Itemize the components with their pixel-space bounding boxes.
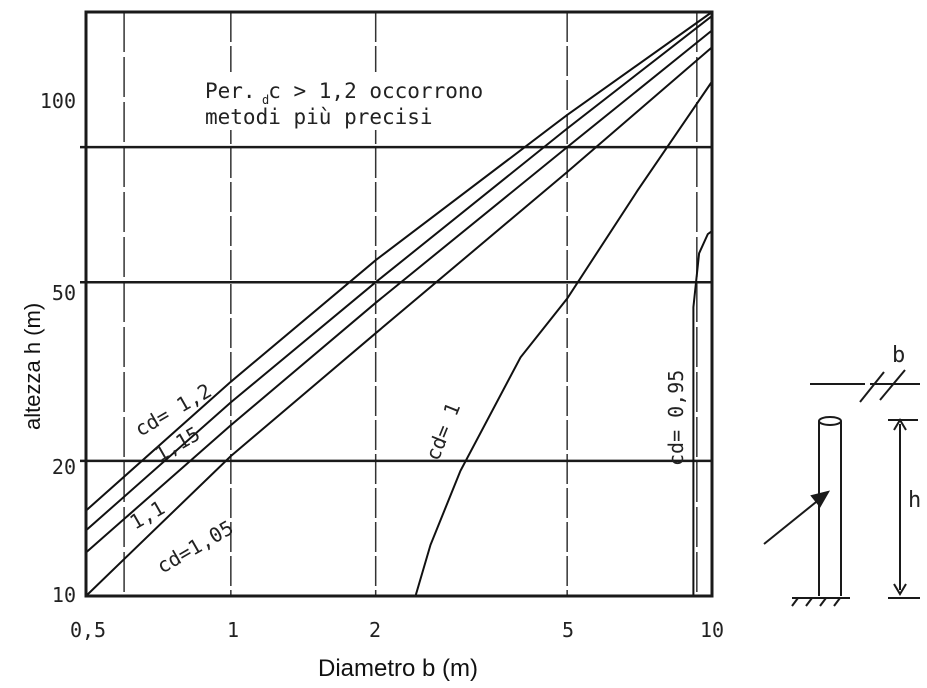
ground-hatch-4 (833, 597, 841, 607)
curve-5 (692, 230, 713, 596)
wind-arrow (763, 493, 827, 545)
y-axis-label: altezza h (m) (20, 303, 45, 430)
x-axis-label: Diametro b (m) (318, 655, 478, 682)
h-arrow-bottom (893, 583, 907, 596)
label-cd-1: cd= 1 (420, 399, 465, 464)
note-line-1: Per. c > 1,2 occorrono (205, 79, 483, 103)
x-tick-1: 1 (227, 618, 239, 642)
note-bg (200, 72, 540, 130)
y-tick-3: 100 (40, 89, 76, 113)
curve-0 (85, 11, 713, 512)
line-gap (600, 287, 638, 295)
h-label: h (908, 488, 921, 513)
y-tick-0: 10 (52, 583, 76, 607)
y-tick-1: 20 (52, 455, 76, 479)
curves (85, 11, 713, 597)
x-tick-4: 10 (700, 618, 724, 642)
curve-1 (85, 15, 713, 532)
h-arrow-top (893, 418, 907, 431)
ground-hatch-1 (791, 597, 799, 607)
label-cd-0-95: cd= 0,95 (664, 370, 688, 466)
chimney-diagram (763, 369, 920, 607)
x-tick-3: 5 (562, 618, 574, 642)
b-tick-left (859, 371, 885, 403)
b-label: b (892, 343, 905, 368)
ground-hatch-2 (805, 597, 813, 607)
curve-3 (85, 46, 713, 597)
y-tick-2: 50 (52, 281, 76, 305)
ground-hatch-3 (819, 597, 827, 607)
x-tick-0: 0,5 (70, 618, 106, 642)
curve-4 (414, 80, 713, 597)
x-tick-2: 2 (369, 618, 381, 642)
wind-arrow-head (810, 490, 831, 508)
label-1-1: 1,1 (126, 495, 169, 534)
note-line-2: metodi più precisi (205, 105, 433, 129)
label-cd-1-05: cd=1,05 (153, 515, 238, 578)
curve-2 (85, 29, 713, 554)
chimney-top (818, 416, 842, 426)
note-subscript: d (262, 93, 269, 107)
b-tick-right (879, 369, 906, 401)
plot-frame (84, 10, 714, 598)
